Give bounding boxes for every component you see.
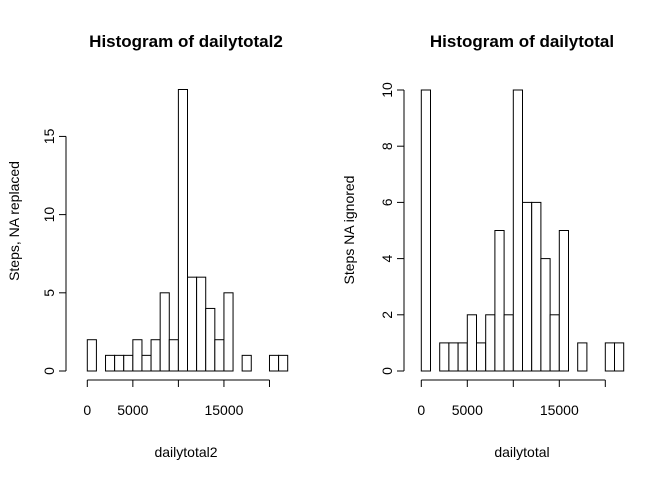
histogram-bar <box>448 342 459 372</box>
x-tick-label: 5000 <box>452 402 483 418</box>
x-axis: 0 5000 15000 <box>417 379 606 418</box>
histogram-bar <box>614 342 625 372</box>
x-tick-label: 0 <box>83 402 91 418</box>
bars-group <box>86 89 289 372</box>
histogram-bar <box>503 314 514 372</box>
y-axis-label: Steps NA ignored <box>341 176 357 285</box>
y-tick-label: 0 <box>41 367 57 375</box>
x-tick-label: 0 <box>417 402 425 418</box>
histogram-bar <box>549 314 560 372</box>
histogram-bar <box>457 342 468 372</box>
histogram-bar <box>132 339 143 372</box>
histogram-bar <box>604 342 615 372</box>
histogram-bar <box>439 342 450 372</box>
y-tick-label: 6 <box>379 198 395 206</box>
x-tick-label: 15000 <box>204 402 243 418</box>
histogram-bar <box>159 292 170 372</box>
x-tick-label: 15000 <box>540 402 579 418</box>
histogram-bar <box>420 89 431 372</box>
histogram-bar <box>196 276 207 372</box>
histogram-bar <box>168 339 179 372</box>
histogram-bar <box>177 89 188 372</box>
histogram-bar <box>187 276 198 372</box>
histogram-bar <box>141 354 152 372</box>
histogram-bar <box>485 314 496 372</box>
y-tick-label: 5 <box>41 289 57 297</box>
y-tick-label: 10 <box>379 82 395 98</box>
y-axis-label: Steps, NA replaced <box>6 161 22 281</box>
histogram-bar <box>150 339 161 372</box>
y-tick-label: 4 <box>379 254 395 262</box>
histogram-bar <box>268 354 280 372</box>
y-axis: 0 5 10 15 <box>41 128 67 375</box>
bars-group <box>420 89 625 372</box>
histogram-bar <box>540 258 551 372</box>
histogram-bar <box>205 307 216 372</box>
histogram-bar <box>558 230 569 372</box>
chart-title: Histogram of dailytotal2 <box>89 32 283 51</box>
x-axis-label: dailytotal2 <box>154 444 217 460</box>
histogram-bar <box>105 354 116 372</box>
y-tick-label: 2 <box>379 311 395 319</box>
y-tick-label: 10 <box>41 207 57 223</box>
histogram-bar <box>577 342 588 372</box>
x-axis-label: dailytotal <box>494 444 549 460</box>
histogram-bar <box>466 314 477 372</box>
histogram-bar <box>86 339 97 372</box>
y-tick-label: 0 <box>379 367 395 375</box>
y-axis: 0 2 4 6 8 10 <box>379 82 405 375</box>
histogram-bar <box>278 354 289 372</box>
histogram-bar <box>223 292 234 372</box>
histogram-panel-right: Histogram of dailytotal dailytotal Steps… <box>341 32 625 460</box>
histogram-panel-left: Histogram of dailytotal2 dailytotal2 Ste… <box>6 32 289 460</box>
histogram-bar <box>531 201 542 372</box>
histogram-bar <box>214 339 225 372</box>
histogram-bar <box>494 230 505 372</box>
x-tick-label: 5000 <box>117 402 148 418</box>
y-tick-label: 15 <box>41 128 57 144</box>
histogram-bar <box>522 201 533 372</box>
histogram-bar <box>241 354 252 372</box>
histogram-bar <box>512 89 523 372</box>
histogram-bar <box>114 354 125 372</box>
x-axis: 0 5000 15000 <box>83 379 270 418</box>
histogram-bar <box>123 354 134 372</box>
y-tick-label: 8 <box>379 142 395 150</box>
histogram-bar <box>476 342 487 372</box>
chart-title: Histogram of dailytotal <box>430 32 614 51</box>
